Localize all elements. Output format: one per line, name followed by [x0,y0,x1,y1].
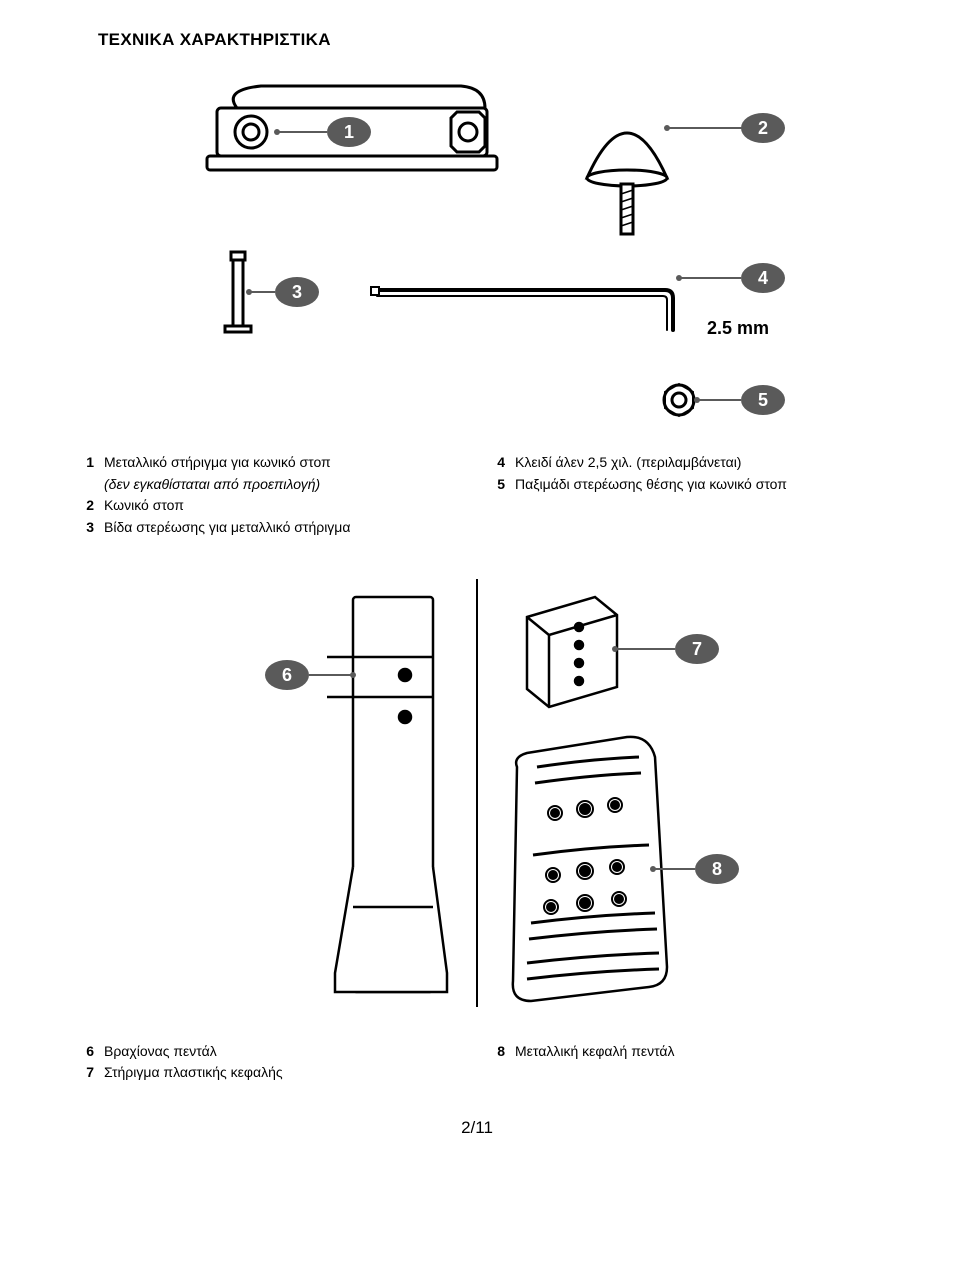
legend-item: 6 Βραχίονας πεντάλ [80,1041,463,1063]
legend-item: 3 Βίδα στερέωσης για μεταλλικό στήριγμα [80,517,463,539]
svg-text:4: 4 [758,268,768,288]
legend-num: 6 [80,1041,94,1063]
callout-3: 3 [246,277,319,307]
legend-text: Κωνικό στοπ [104,495,463,517]
legend-text: Παξιμάδι στερέωσης θέσης για κωνικό στοπ [515,474,874,496]
diagram-parts-top: 1 2 3 2.5 mm [167,68,787,428]
legend-top-left: 1 Μεταλλικό στήριγμα για κωνικό στοπ (δε… [80,452,463,539]
svg-text:2: 2 [758,118,768,138]
legend-bottom-right: 8 Μεταλλική κεφαλή πεντάλ [491,1041,874,1084]
diagram-parts-bottom: 6 7 [197,567,757,1017]
legend-top-right: 4 Κλειδί άλεν 2,5 χιλ. (περιλαμβάνεται) … [491,452,874,539]
callout-2: 2 [664,113,785,143]
legend-text: Βραχίονας πεντάλ [104,1041,463,1063]
callout-5: 5 [694,385,785,415]
legend-item: 7 Στήριγμα πλαστικής κεφαλής [80,1062,463,1084]
legend-bottom-left: 6 Βραχίονας πεντάλ 7 Στήριγμα πλαστικής … [80,1041,463,1084]
svg-text:8: 8 [712,859,722,879]
legend-text: Μεταλλική κεφαλή πεντάλ [515,1041,874,1063]
legend-item: 5 Παξιμάδι στερέωσης θέσης για κωνικό στ… [491,474,874,496]
legend-num: 8 [491,1041,505,1063]
legend-bottom: 6 Βραχίονας πεντάλ 7 Στήριγμα πλαστικής … [80,1041,874,1084]
legend-num: 1 [80,452,94,474]
legend-num: 5 [491,474,505,496]
callout-6: 6 [265,660,356,690]
legend-top: 1 Μεταλλικό στήριγμα για κωνικό στοπ (δε… [80,452,874,539]
svg-text:5: 5 [758,390,768,410]
page-number: 2/11 [80,1118,874,1138]
legend-text: Στήριγμα πλαστικής κεφαλής [104,1062,463,1084]
legend-text: Μεταλλικό στήριγμα για κωνικό στοπ [104,454,331,470]
callout-4: 4 [676,263,785,293]
svg-text:1: 1 [344,122,354,142]
legend-item: 4 Κλειδί άλεν 2,5 χιλ. (περιλαμβάνεται) [491,452,874,474]
legend-text: Κλειδί άλεν 2,5 χιλ. (περιλαμβάνεται) [515,452,874,474]
callout-8: 8 [650,854,739,884]
svg-text:3: 3 [292,282,302,302]
allen-size-label: 2.5 mm [707,318,769,338]
legend-item: 8 Μεταλλική κεφαλή πεντάλ [491,1041,874,1063]
svg-text:6: 6 [282,665,292,685]
legend-num: 4 [491,452,505,474]
legend-text: Βίδα στερέωσης για μεταλλικό στήριγμα [104,517,463,539]
legend-item: 2 Κωνικό στοπ [80,495,463,517]
svg-text:7: 7 [692,639,702,659]
legend-num: 2 [80,495,94,517]
legend-num: 3 [80,517,94,539]
legend-num: 7 [80,1062,94,1084]
legend-item: 1 Μεταλλικό στήριγμα για κωνικό στοπ (δε… [80,452,463,495]
section-heading: ΤΕΧΝΙΚΑ ΧΑΡΑΚΤΗΡΙΣΤΙΚΑ [98,30,874,50]
legend-note: (δεν εγκαθίσταται από προεπιλογή) [104,474,463,496]
callout-7: 7 [612,634,719,664]
